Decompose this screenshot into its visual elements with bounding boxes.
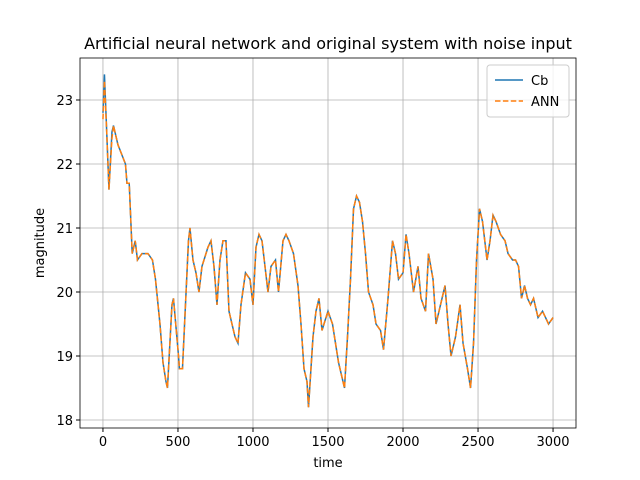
x-tick-label: 2000 — [386, 435, 419, 450]
series-line — [102, 80, 554, 408]
x-tick-label: 3000 — [536, 435, 569, 450]
y-tick-label: 18 — [56, 414, 73, 429]
legend-label: ANN — [531, 95, 559, 110]
x-tick-label: 1500 — [311, 435, 344, 450]
x-tick-label: 0 — [99, 435, 107, 450]
x-axis-label: time — [313, 456, 342, 471]
x-tick-label: 500 — [166, 435, 191, 450]
x-tick-label: 1000 — [236, 435, 269, 450]
chart-title: Artificial neural network and original s… — [84, 34, 572, 53]
y-tick-label: 20 — [56, 286, 73, 301]
y-tick-label: 22 — [56, 158, 73, 173]
x-tick-label: 2500 — [461, 435, 494, 450]
legend-label: Cb — [531, 74, 548, 89]
y-tick-label: 19 — [56, 350, 73, 365]
y-tick-label: 23 — [56, 94, 73, 109]
plot-frame — [79, 57, 577, 429]
y-axis-label: magnitude — [33, 208, 48, 278]
y-tick-label: 21 — [56, 222, 73, 237]
legend-box — [486, 64, 570, 118]
